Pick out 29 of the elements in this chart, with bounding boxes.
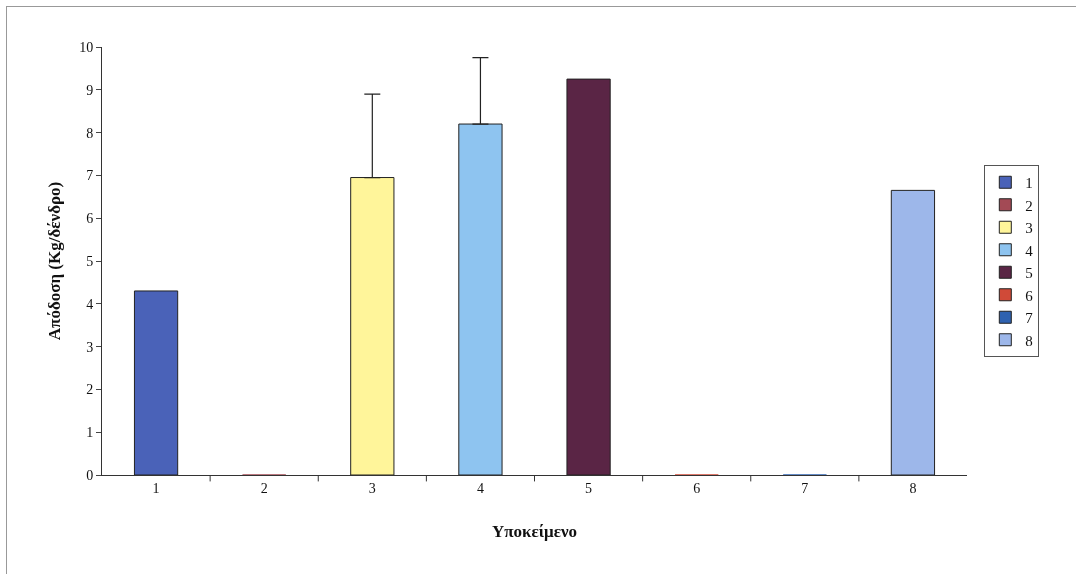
x-tick-label: 2 — [260, 480, 268, 496]
x-axis-title: Υποκείμενο — [491, 522, 578, 542]
legend-label: 6 — [1025, 287, 1034, 304]
y-tick-label: 4 — [86, 296, 94, 312]
y-tick-label: 6 — [86, 211, 94, 227]
y-tick-label: 0 — [86, 467, 94, 483]
legend-label: 7 — [1025, 310, 1034, 327]
legend-label: 2 — [1025, 197, 1033, 214]
y-tick-label: 9 — [86, 82, 94, 98]
y-tick-label: 7 — [86, 168, 94, 184]
x-tick-label: 6 — [693, 480, 701, 496]
x-tick-label: 4 — [476, 480, 484, 496]
legend-label: 5 — [1025, 265, 1033, 282]
legend-label: 3 — [1025, 220, 1033, 237]
x-tick-label: 8 — [909, 480, 917, 496]
y-tick-label: 1 — [86, 425, 94, 441]
y-tick-label: 8 — [86, 125, 94, 141]
x-tick-label: 1 — [152, 480, 160, 496]
y-tick-label: 2 — [86, 382, 94, 398]
x-tick-label: 5 — [585, 480, 593, 496]
legend-label: 1 — [1025, 175, 1033, 192]
y-tick-label: 5 — [86, 253, 94, 269]
y-axis-title: Απόδοση (Kg/δένδρο) — [44, 181, 64, 341]
y-tick-label: 3 — [86, 339, 94, 355]
legend-label: 8 — [1025, 332, 1033, 349]
legend-label: 4 — [1025, 242, 1034, 259]
y-tick-label: 10 — [79, 39, 94, 55]
x-tick-label: 3 — [368, 480, 376, 496]
x-tick-label: 7 — [801, 480, 809, 496]
